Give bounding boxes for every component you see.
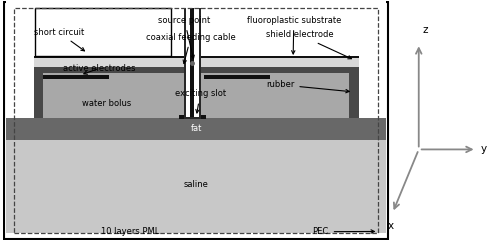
Bar: [179, 114, 206, 119]
Bar: [6, 140, 386, 233]
Bar: [34, 56, 359, 59]
Bar: [184, 8, 201, 119]
Bar: [34, 59, 359, 67]
Bar: [6, 1, 386, 118]
Text: fat: fat: [190, 124, 202, 133]
Text: y: y: [480, 144, 486, 154]
Text: x: x: [387, 221, 394, 231]
Text: exciting slot: exciting slot: [174, 89, 226, 113]
Text: coaxial feeding cable: coaxial feeding cable: [146, 33, 236, 64]
Bar: [190, 8, 194, 117]
Text: water bolus: water bolus: [82, 99, 132, 108]
Bar: [34, 70, 359, 118]
Bar: [36, 8, 171, 56]
Text: shield electrode: shield electrode: [266, 30, 352, 59]
Text: short circuit: short circuit: [34, 28, 84, 51]
Text: PEC: PEC: [312, 227, 374, 236]
Bar: [6, 118, 386, 140]
Text: saline: saline: [184, 181, 208, 189]
Bar: [43, 75, 109, 79]
Text: z: z: [422, 26, 428, 35]
Text: source point: source point: [158, 16, 211, 59]
Text: active electrodes: active electrodes: [63, 64, 136, 74]
Bar: [350, 66, 359, 118]
Bar: [34, 66, 43, 118]
Text: rubber: rubber: [266, 80, 349, 93]
Text: 10 layers PML: 10 layers PML: [101, 227, 160, 236]
Bar: [204, 75, 270, 79]
Text: fluoroplastic substrate: fluoroplastic substrate: [246, 16, 341, 54]
Bar: [34, 66, 359, 73]
Bar: [186, 8, 198, 117]
